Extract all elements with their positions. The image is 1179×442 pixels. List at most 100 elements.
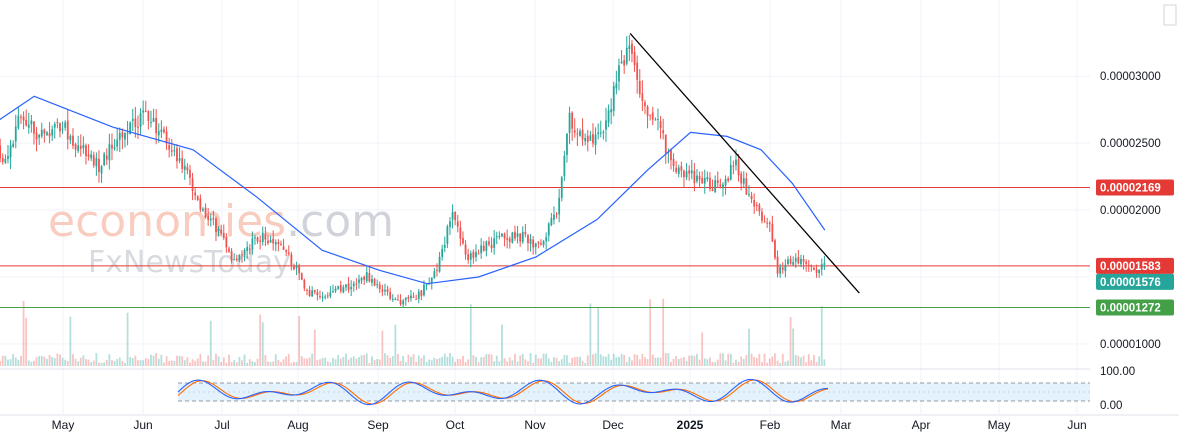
candle-body bbox=[683, 170, 685, 178]
candle-body bbox=[264, 233, 267, 240]
volume-bar bbox=[316, 359, 319, 366]
volume-bar bbox=[38, 356, 41, 366]
volume-bar bbox=[469, 304, 472, 366]
volume-bar bbox=[189, 362, 191, 366]
candle-body bbox=[412, 296, 415, 298]
candle-body bbox=[469, 253, 472, 260]
candle-body bbox=[295, 266, 298, 268]
volume-bar bbox=[433, 357, 436, 366]
candle-body bbox=[787, 259, 789, 265]
volume-bar bbox=[313, 329, 316, 366]
volume-bar bbox=[732, 362, 735, 366]
volume-bar bbox=[14, 357, 17, 366]
volume-bar bbox=[584, 362, 587, 366]
candle-body bbox=[696, 175, 698, 182]
volume-bar bbox=[321, 358, 324, 366]
candle-body bbox=[646, 106, 649, 116]
volume-bar bbox=[66, 360, 69, 366]
volume-bar bbox=[92, 360, 95, 366]
volume-bar bbox=[781, 353, 784, 366]
volume-bar bbox=[537, 358, 540, 366]
candle-body bbox=[701, 177, 704, 184]
candle-body bbox=[566, 133, 568, 155]
volume-bar bbox=[449, 353, 451, 366]
candle-body bbox=[207, 215, 210, 220]
volume-bar bbox=[540, 358, 542, 366]
candle-body bbox=[69, 136, 72, 141]
volume-bar bbox=[217, 356, 220, 366]
candle-body bbox=[51, 129, 54, 136]
candle-body bbox=[475, 252, 477, 258]
volume-bar bbox=[677, 359, 680, 366]
oscillator-tick-label: 100.00 bbox=[1100, 366, 1135, 378]
volume-bar bbox=[425, 361, 428, 366]
candle-body bbox=[586, 135, 589, 142]
candle-body bbox=[636, 62, 639, 80]
candle-body bbox=[433, 271, 436, 278]
volume-bar bbox=[274, 354, 277, 366]
volume-bar bbox=[511, 360, 514, 366]
candle-body bbox=[542, 240, 545, 245]
candle-body bbox=[235, 258, 238, 260]
volume-bar bbox=[711, 361, 714, 366]
candle-body bbox=[339, 285, 342, 292]
volume-bar bbox=[719, 353, 722, 366]
candle-body bbox=[709, 177, 711, 189]
volume-bar bbox=[173, 360, 176, 366]
level-badge bbox=[1096, 257, 1174, 274]
volume-bar bbox=[215, 353, 217, 366]
volume-bar bbox=[701, 332, 704, 366]
volume-bar bbox=[709, 357, 711, 366]
candle-body bbox=[38, 134, 41, 138]
candle-body bbox=[217, 228, 220, 231]
volume-bar bbox=[758, 353, 761, 366]
volume-bar bbox=[59, 354, 61, 366]
volume-bar bbox=[423, 355, 425, 366]
volume-bar bbox=[103, 362, 106, 366]
candle-body bbox=[282, 246, 285, 250]
candle-body bbox=[771, 223, 774, 242]
candle-body bbox=[277, 242, 280, 245]
volume-bar bbox=[529, 353, 532, 366]
volume-bar bbox=[391, 356, 394, 366]
candle-body bbox=[443, 244, 446, 248]
candle-body bbox=[735, 159, 737, 166]
volume-bar bbox=[516, 361, 519, 366]
candle-body bbox=[280, 244, 282, 246]
candle-body bbox=[514, 231, 516, 239]
candle-body bbox=[810, 265, 813, 267]
candle-body bbox=[14, 126, 17, 142]
settings-box[interactable] bbox=[1163, 4, 1177, 26]
candle-body bbox=[399, 300, 402, 305]
volume-bar bbox=[454, 361, 457, 366]
volume-bar bbox=[176, 355, 178, 366]
volume-bar bbox=[420, 358, 423, 366]
volume-bar bbox=[563, 355, 566, 366]
candle-body bbox=[131, 119, 134, 121]
volume-bar bbox=[300, 356, 303, 366]
candle-body bbox=[129, 122, 132, 135]
volume-bar bbox=[27, 360, 30, 366]
candle-body bbox=[77, 145, 80, 152]
volume-bar bbox=[165, 356, 168, 366]
candle-body bbox=[360, 277, 363, 281]
candle-body bbox=[789, 258, 792, 264]
volume-bar bbox=[199, 353, 202, 366]
candle-body bbox=[108, 144, 111, 161]
volume-bar bbox=[745, 355, 748, 366]
time-tick-label: Mar bbox=[831, 418, 852, 432]
time-tick-label: Apr bbox=[912, 418, 931, 432]
candle-body bbox=[150, 121, 152, 123]
volume-bars bbox=[0, 298, 826, 366]
volume-bar bbox=[761, 362, 763, 366]
candle-body bbox=[248, 248, 251, 250]
volume-bar bbox=[615, 357, 618, 366]
candle-body bbox=[813, 267, 815, 270]
candle-body bbox=[246, 246, 249, 251]
volume-bar bbox=[363, 355, 366, 366]
volume-bar bbox=[625, 362, 628, 366]
volume-bar bbox=[633, 354, 636, 366]
volume-bar bbox=[475, 356, 477, 366]
candle-body bbox=[196, 196, 199, 200]
